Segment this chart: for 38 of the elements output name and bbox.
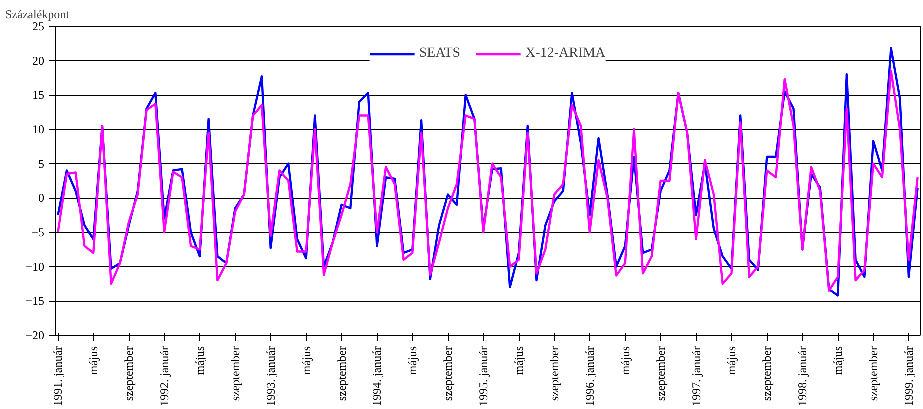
- x-tick-label: május: [724, 346, 739, 376]
- x-tick-label: szeptember: [334, 346, 349, 402]
- y-tick-label: 10: [32, 122, 44, 136]
- y-tick-label: −15: [26, 294, 45, 308]
- y-tick-label: 20: [32, 54, 44, 68]
- x-tick-label: május: [299, 346, 314, 376]
- legend-label: SEATS: [419, 46, 461, 62]
- x-tick-label: szeptember: [441, 346, 456, 402]
- x-tick-label: szeptember: [547, 346, 562, 402]
- x-tick-label: 1995. január: [476, 346, 491, 406]
- x-tick-label: május: [192, 346, 207, 376]
- x-tick-label: 1999. január: [902, 346, 916, 406]
- y-tick-label: 5: [38, 156, 44, 171]
- x-tick-label: május: [831, 346, 846, 376]
- x-tick-label: 1993. január: [264, 346, 278, 406]
- x-tick-label: szeptember: [866, 346, 881, 402]
- x-tick-label: május: [618, 346, 632, 376]
- y-tick-label: 15: [32, 88, 44, 102]
- x-tick-label: szeptember: [228, 346, 242, 402]
- x-tick-label: szeptember: [654, 346, 668, 402]
- x-tick-label: május: [86, 346, 101, 376]
- x-tick-label: 1997. január: [689, 346, 704, 406]
- y-tick-label: −10: [26, 260, 45, 274]
- x-tick-label: szeptember: [122, 346, 136, 402]
- x-tick-label: 1998. január: [796, 346, 810, 406]
- x-tick-label: 1994. január: [370, 346, 384, 406]
- x-tick-label: 1996. január: [582, 346, 597, 406]
- y-tick-label: 0: [38, 191, 44, 206]
- y-axis-title: Százalékpont: [6, 8, 70, 22]
- x-tick-label: 1991. január: [51, 346, 66, 406]
- x-tick-label: 1992. január: [158, 346, 172, 406]
- y-tick-label: 25: [32, 20, 44, 34]
- y-tick-label: −5: [32, 226, 45, 240]
- x-tick-label: május: [512, 346, 526, 376]
- y-tick-label: −20: [26, 328, 45, 342]
- legend-label: X-12-ARIMA: [526, 46, 606, 62]
- x-tick-label: május: [406, 346, 420, 376]
- x-tick-label: szeptember: [760, 346, 774, 402]
